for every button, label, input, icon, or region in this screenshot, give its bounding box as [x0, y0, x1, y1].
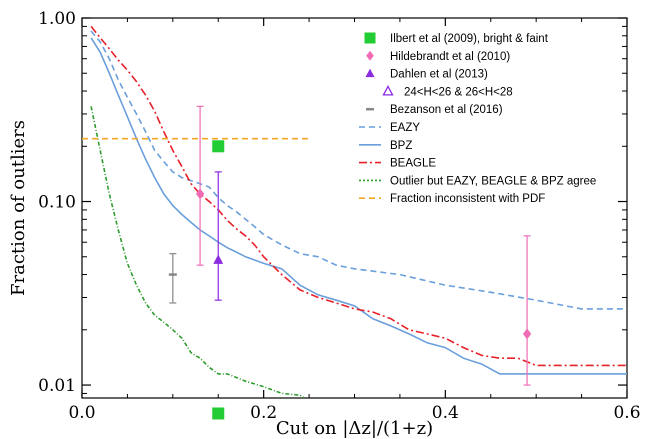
- marker-layer: [168, 105, 532, 420]
- axis-layer: 0.0 0.2 0.4 0.6 1.00 0.10 0.01: [38, 9, 640, 423]
- legend-entry: Fraction inconsistent with PDF: [359, 193, 545, 205]
- legend-label: Dahlen et al (2013): [390, 69, 488, 81]
- plot-border: [81, 17, 628, 399]
- legend-entry: 24<H<26 & 26<H<28: [382, 85, 513, 98]
- series-beagle: [90, 25, 627, 367]
- series-layer: [82, 25, 627, 398]
- x-tick-label: 0.0: [68, 403, 95, 423]
- legend-entry: BEAGLE: [359, 158, 436, 170]
- y-tick-label: 1.00: [38, 9, 76, 29]
- x-axis-label: Cut on |Δz|/(1+z): [276, 418, 433, 439]
- series-bpz: [90, 37, 627, 375]
- legend-label: Ilbert et al (2009), bright & faint: [390, 33, 549, 45]
- x-tick-label: 0.4: [432, 403, 459, 423]
- legend-label: BEAGLE: [390, 158, 436, 170]
- legend: Ilbert et al (2009), bright & faint Hilde…: [359, 32, 596, 205]
- legend-entry: Bezanson et al (2016): [366, 104, 503, 116]
- legend-label: EAZY: [390, 122, 420, 134]
- point-ilbert-et-al-2009-bright-faint: [212, 407, 225, 420]
- legend-entry: Outlier but EAZY, BEAGLE & BPZ agree: [359, 175, 596, 187]
- legend-label: Bezanson et al (2016): [390, 104, 503, 116]
- legend-label: BPZ: [390, 140, 412, 152]
- series-outlier-but-eazy-beagle-bpz-agree: [90, 106, 305, 398]
- x-tick-label: 0.2: [250, 403, 277, 423]
- y-axis-label: Fraction of outliers: [8, 120, 29, 296]
- x-tick-label: 0.6: [613, 403, 640, 423]
- series-eazy: [90, 30, 627, 310]
- plot-frame: [81, 17, 628, 399]
- legend-swatch: [382, 85, 394, 96]
- legend-swatch: [366, 50, 374, 61]
- legend-swatch: [365, 68, 375, 78]
- legend-swatch: [364, 32, 376, 44]
- legend-label: Fraction inconsistent with PDF: [390, 193, 545, 205]
- legend-entry: Dahlen et al (2013): [365, 68, 488, 81]
- legend-label: Outlier but EAZY, BEAGLE & BPZ agree: [390, 175, 596, 187]
- point-ilbert-et-al-2009-bright-faint: [212, 140, 225, 153]
- legend-entry: BPZ: [359, 140, 412, 152]
- legend-label: Hildebrandt et al (2010): [390, 51, 510, 63]
- y-tick-label: 0.01: [38, 376, 76, 396]
- y-tick-label: 0.10: [38, 193, 76, 213]
- legend-entry: Ilbert et al (2009), bright & faint: [364, 32, 549, 45]
- legend-entry: Hildebrandt et al (2010): [366, 50, 510, 63]
- legend-entry: EAZY: [359, 122, 420, 134]
- legend-label: 24<H<26 & 26<H<28: [404, 86, 513, 98]
- point-dahlen-et-al-2013: [213, 254, 224, 264]
- point-hildebrandt-et-al-2010: [522, 328, 532, 340]
- point-hildebrandt-et-al-2010: [195, 188, 205, 200]
